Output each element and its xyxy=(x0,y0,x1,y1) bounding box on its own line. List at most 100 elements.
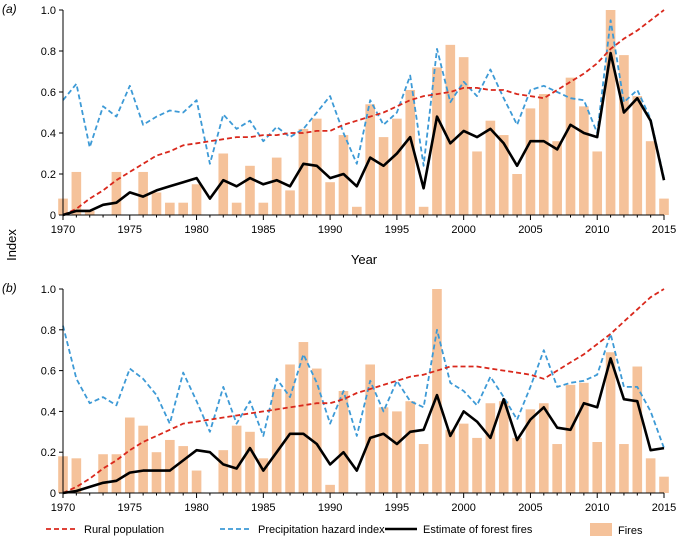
bar-2009 xyxy=(579,106,589,215)
bar-1993 xyxy=(365,364,375,493)
bar-1994 xyxy=(378,407,389,493)
x-tick-label: 1995 xyxy=(385,224,409,236)
x-tick-label: 2005 xyxy=(518,224,542,236)
x-tick-label: 2005 xyxy=(518,502,542,514)
bar-1987 xyxy=(285,364,295,493)
bar-2004 xyxy=(512,174,522,215)
y-tick-label: 1.0 xyxy=(41,5,56,17)
bar-2007 xyxy=(552,141,562,215)
bar-1983 xyxy=(231,425,242,493)
bar-1972 xyxy=(84,210,95,215)
y-tick-label: 0.2 xyxy=(41,447,56,459)
bar-2013 xyxy=(632,366,643,493)
bar-1978 xyxy=(165,202,175,215)
line-estimate-of-forest-fires xyxy=(62,51,666,217)
bar-1983 xyxy=(231,202,242,215)
bar-1977 xyxy=(151,192,162,215)
bar-1997 xyxy=(418,206,429,215)
bar-1989 xyxy=(311,368,322,493)
y-tick-label: 0.8 xyxy=(41,46,56,58)
bar-1995 xyxy=(392,118,402,215)
y-tick-label: 1.0 xyxy=(41,284,56,296)
bar-1971 xyxy=(71,458,82,493)
bar-1979 xyxy=(178,446,189,493)
bar-1984 xyxy=(245,431,255,493)
bar-2000 xyxy=(458,57,469,216)
bar-1980 xyxy=(191,184,202,215)
bar-2015 xyxy=(659,476,669,493)
bar-1998 xyxy=(432,67,442,216)
bar-1988 xyxy=(298,128,309,215)
line-precipitation-hazard-index xyxy=(62,325,665,449)
bar-1974 xyxy=(111,171,122,215)
line-rural-population xyxy=(62,9,665,216)
panel-label: (b) xyxy=(2,281,17,295)
panel-a: 0 0.2 0.4 0.6 0.8 1.0 1970 1975 1980 1985 1990 1995… xyxy=(2,2,676,236)
panel-b: 0 0.2 0.4 0.6 0.8 1.0 1970 1975 1980 1985 1990 1995… xyxy=(2,281,676,514)
bar-1975 xyxy=(124,417,135,493)
y-tick-label: 0.6 xyxy=(41,87,56,99)
bar-2010 xyxy=(592,442,603,493)
bar-2012 xyxy=(619,55,629,215)
bar-2008 xyxy=(565,384,576,493)
bar-2001 xyxy=(472,151,482,215)
bar-2002 xyxy=(485,403,496,493)
bar-1999 xyxy=(445,429,456,493)
bar-2007 xyxy=(552,444,562,493)
bar-2003 xyxy=(498,135,509,215)
x-tick-label: 2000 xyxy=(451,224,475,236)
bar-1990 xyxy=(325,484,335,493)
bar-1974 xyxy=(111,454,122,493)
legend-label-precip: Precipitation hazard index xyxy=(258,524,385,536)
legend-label-rural: Rural population xyxy=(84,524,164,536)
x-tick-label: 2010 xyxy=(585,502,609,514)
x-tick-label: 1975 xyxy=(118,224,142,236)
bar-2011 xyxy=(605,352,616,493)
legend: Rural population Precipitation hazard ind… xyxy=(46,523,643,537)
bar-1976 xyxy=(138,171,148,215)
bar-2005 xyxy=(525,409,536,493)
x-tick-label: 1985 xyxy=(251,224,275,236)
x-tick-label: 1995 xyxy=(385,502,409,514)
x-tick-label: 1970 xyxy=(51,502,75,514)
bar-1976 xyxy=(138,425,148,493)
bar-1986 xyxy=(271,388,282,493)
bar-2013 xyxy=(632,96,643,215)
x-tick-label: 2000 xyxy=(451,502,475,514)
y-tick-label: 0.8 xyxy=(41,325,56,337)
bar-1995 xyxy=(392,411,402,493)
bar-2010 xyxy=(592,151,603,215)
bar-1978 xyxy=(165,439,175,493)
bar-1990 xyxy=(325,182,335,215)
bar-2009 xyxy=(579,382,589,493)
bar-2006 xyxy=(538,403,549,493)
bar-1999 xyxy=(445,44,456,215)
bar-1987 xyxy=(285,190,295,215)
bar-1988 xyxy=(298,342,309,493)
bar-2002 xyxy=(485,120,496,215)
bar-1979 xyxy=(178,202,189,215)
line-rural-population xyxy=(62,288,665,494)
bar-1971 xyxy=(71,171,82,215)
bar-1985 xyxy=(258,202,269,215)
y-tick-label: 0.4 xyxy=(41,406,56,418)
bar-1980 xyxy=(191,470,202,493)
bar-2015 xyxy=(659,198,669,215)
bar-1982 xyxy=(218,153,229,215)
x-tick-label: 1975 xyxy=(118,502,142,514)
bar-1984 xyxy=(245,165,255,215)
bar-2004 xyxy=(512,437,522,493)
bar-1997 xyxy=(418,444,429,493)
x-tick-label: 2010 xyxy=(585,224,609,236)
bar-1994 xyxy=(378,137,389,215)
bar-1992 xyxy=(352,206,362,215)
panel-label: (a) xyxy=(2,2,17,16)
line-estimate-of-forest-fires xyxy=(62,357,665,495)
bar-2011 xyxy=(605,10,616,215)
y-tick-label: 0.6 xyxy=(41,366,56,378)
line-precipitation-hazard-index xyxy=(62,19,665,179)
y-tick-label: 0.2 xyxy=(41,169,56,181)
bar-2006 xyxy=(538,94,549,215)
x-tick-label: 1990 xyxy=(318,502,342,514)
